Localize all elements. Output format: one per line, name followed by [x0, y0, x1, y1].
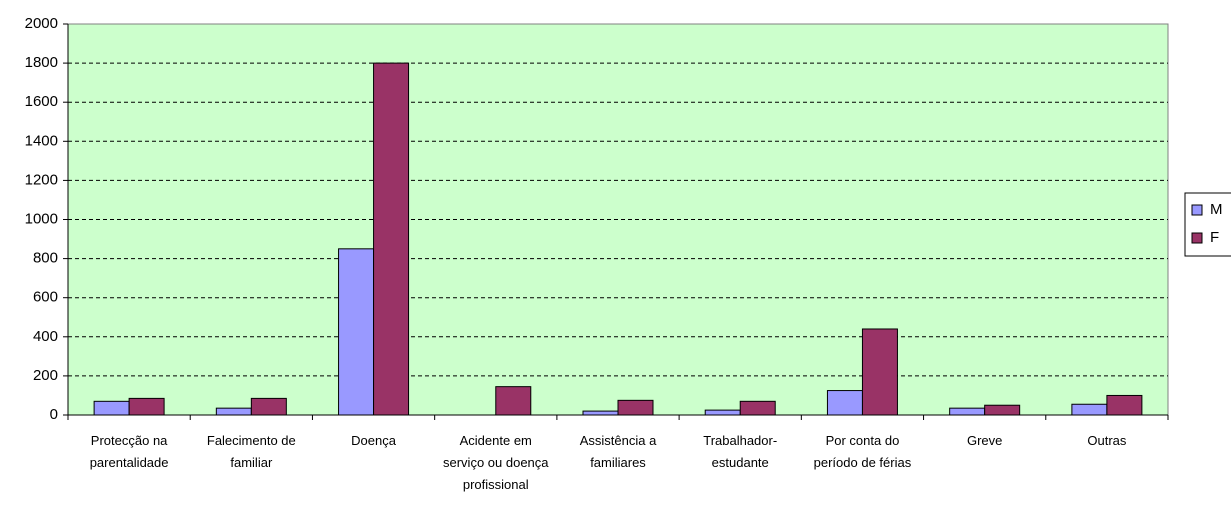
- x-tick-label: Greve: [966, 433, 1003, 448]
- legend-label: M: [1210, 201, 1223, 218]
- bar: [861, 328, 898, 416]
- y-tick-label: 200: [33, 367, 58, 384]
- bar: [250, 397, 287, 416]
- x-tick-label: Assistência a familiares: [579, 433, 657, 470]
- bar: [215, 407, 252, 416]
- legend-box: [1184, 192, 1231, 257]
- legend-swatch: [1191, 204, 1203, 216]
- bar: [739, 400, 776, 416]
- y-tick-label: 1200: [25, 171, 58, 188]
- y-tick-label: 400: [33, 328, 58, 345]
- y-tick-label: 800: [33, 250, 58, 267]
- bar: [949, 407, 986, 416]
- y-tick-label: 0: [50, 406, 58, 423]
- x-tick-label: Acidente em serviço ou doença profission…: [443, 433, 549, 492]
- bar: [338, 248, 375, 416]
- y-tick-label: 1600: [25, 93, 58, 110]
- bar: [582, 410, 619, 416]
- bar: [373, 62, 410, 416]
- bar: [984, 404, 1021, 416]
- legend-label: F: [1210, 229, 1219, 246]
- x-tick-label: Falecimento de familiar: [206, 433, 296, 470]
- y-tick-label: 1400: [25, 132, 58, 149]
- x-tick-label: Por conta do período de férias: [813, 433, 912, 470]
- bar: [495, 386, 532, 416]
- y-tick-label: 1800: [25, 54, 58, 71]
- bar: [617, 399, 654, 416]
- x-tick-label: Doença: [351, 433, 396, 448]
- bar: [1106, 394, 1143, 416]
- legend-swatch: [1191, 232, 1203, 244]
- bar: [704, 409, 741, 416]
- x-tick-label: Outras: [1087, 433, 1127, 448]
- y-tick-label: 600: [33, 289, 58, 306]
- y-tick-label: 1000: [25, 210, 58, 227]
- x-tick-label: Protecção na parentalidade: [89, 433, 169, 470]
- bar: [1071, 403, 1108, 416]
- bar: [128, 397, 165, 416]
- bar: [826, 390, 863, 416]
- x-tick-label: Trabalhador-estudante: [703, 433, 778, 470]
- y-tick-label: 2000: [25, 15, 58, 32]
- bar: [93, 400, 130, 416]
